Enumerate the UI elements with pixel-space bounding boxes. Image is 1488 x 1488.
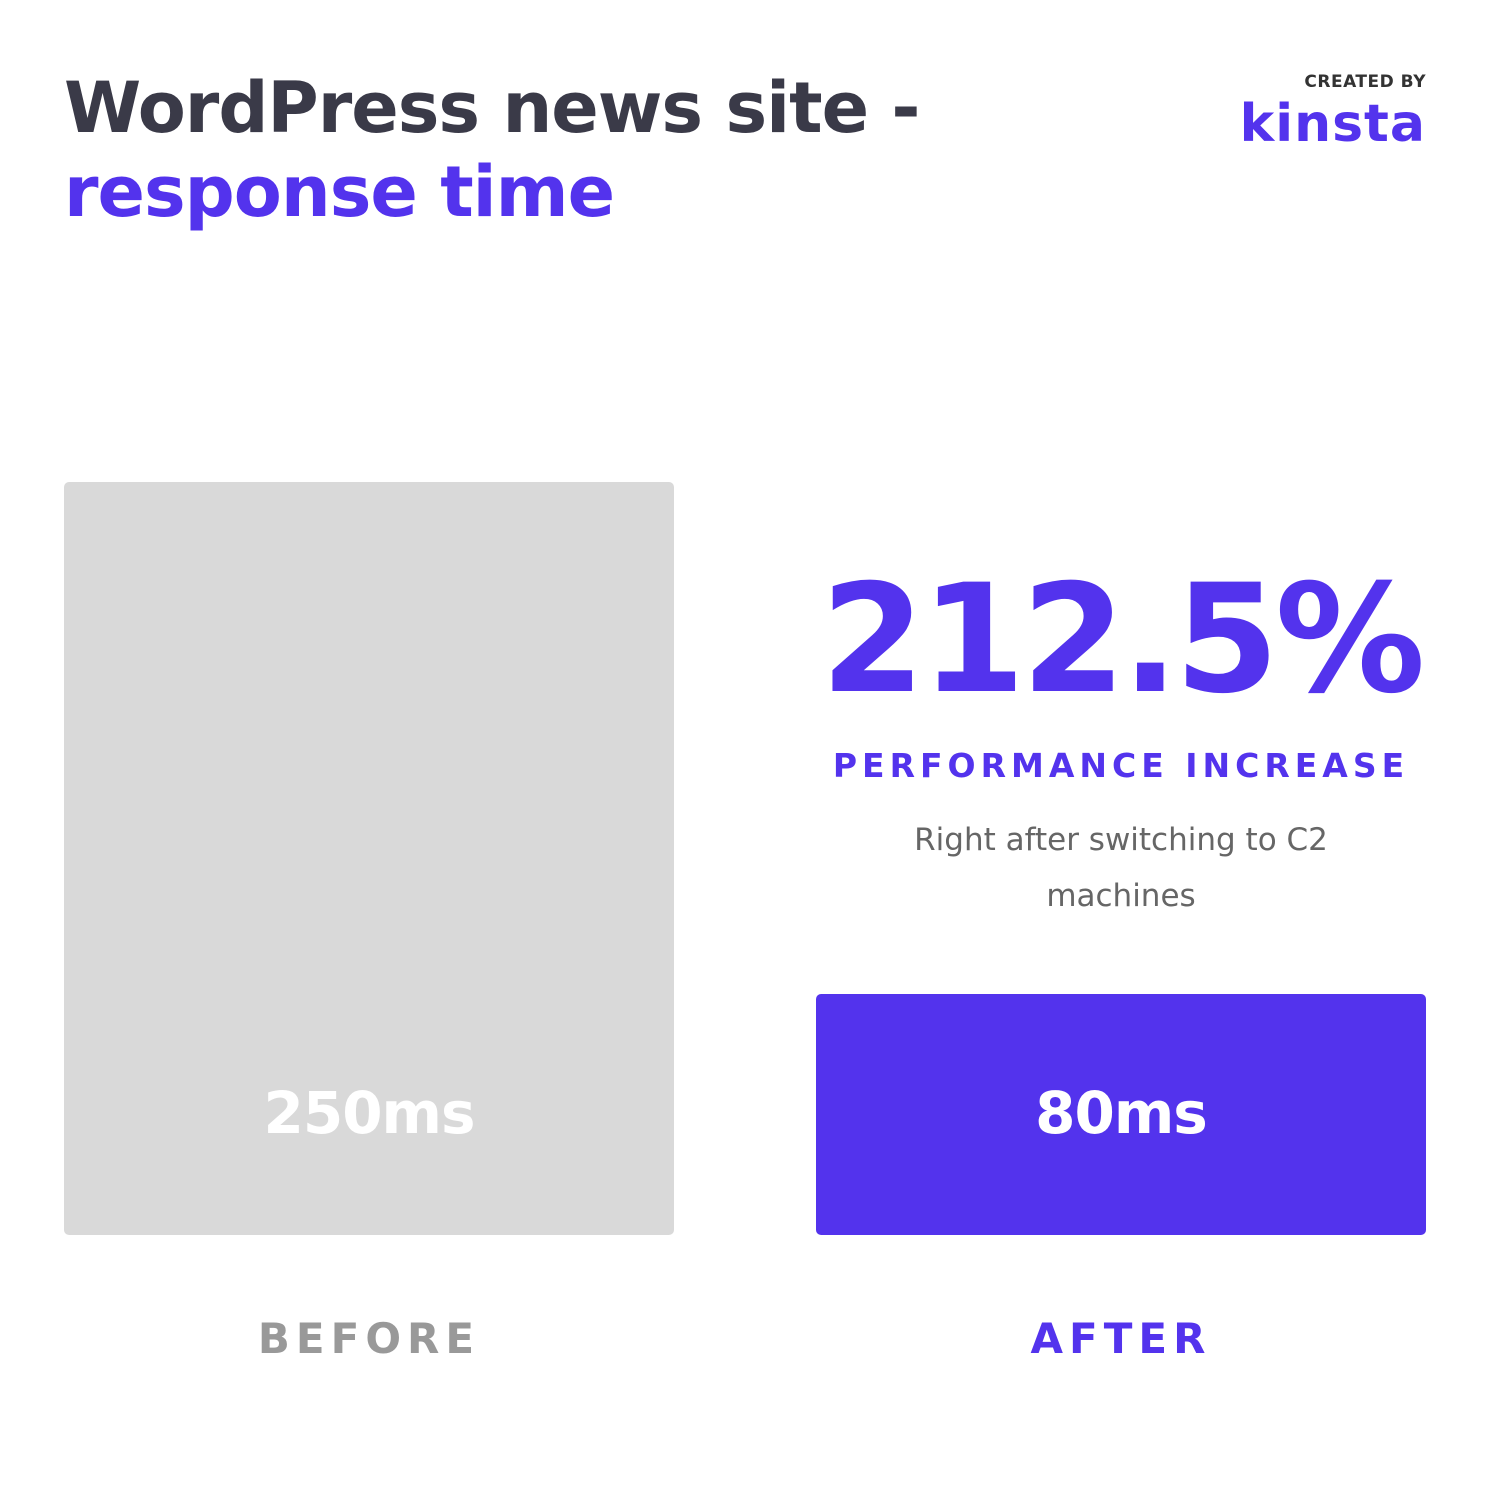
performance-increase-label: PERFORMANCE INCREASE (832, 746, 1410, 785)
performance-increase-value: 212.5% (820, 553, 1426, 727)
bar-before: 250ms (64, 482, 674, 1235)
bar-after: 80ms (816, 994, 1426, 1235)
chart-subtitle: response time (64, 151, 615, 233)
performance-description: Right after switching to C2 machines (914, 822, 1328, 914)
credit: CREATED BY kinsta (1240, 72, 1426, 154)
bar-value-label-before: 250ms (263, 1079, 475, 1147)
category-label-before: BEFORE (257, 1314, 481, 1363)
title-text: WordPress news site - (64, 67, 920, 149)
created-by-label: CREATED BY (1304, 72, 1426, 92)
kinsta-logo: kinsta (1239, 94, 1426, 154)
bar-value-label-after: 80ms (1035, 1078, 1208, 1147)
chart-title: WordPress news site - response time (64, 66, 920, 234)
category-label-after: AFTER (1030, 1314, 1212, 1363)
